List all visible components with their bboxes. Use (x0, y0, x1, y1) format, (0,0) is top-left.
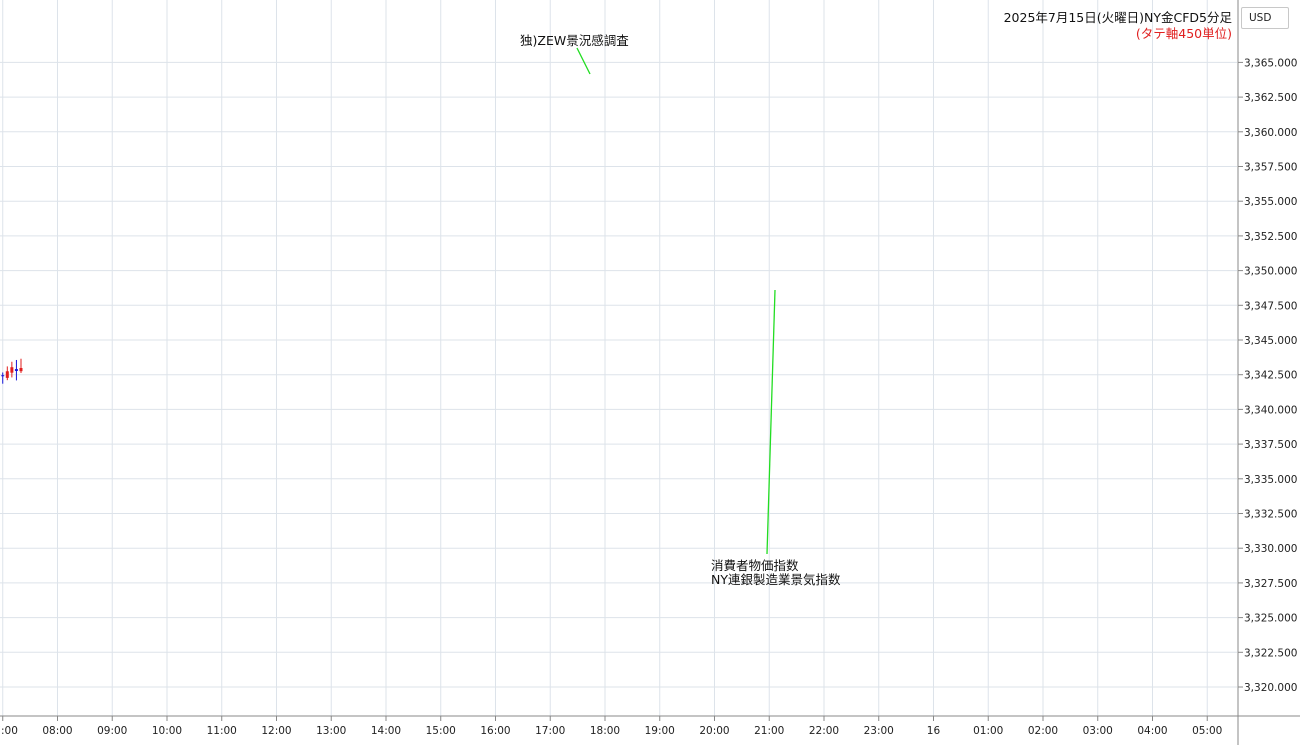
price-tick-label: 3,337.500 (1244, 439, 1297, 451)
chart-subtitle: (タテ軸450単位) (1136, 26, 1232, 41)
time-tick-label: 01:00 (973, 725, 1003, 737)
chart-title: 2025年7月15日(火曜日)NY金CFD5分足 (1004, 10, 1233, 25)
time-tick-label: 11:00 (207, 725, 237, 737)
price-tick-label: 3,342.500 (1244, 370, 1297, 382)
time-tick-label: 15:00 (426, 725, 456, 737)
cpi-annotation: 消費者物価指数 (711, 558, 799, 573)
price-tick-label: 3,335.000 (1244, 474, 1297, 486)
time-tick-label: 22:00 (809, 725, 839, 737)
candle (10, 361, 14, 378)
time-tick-label: 19:00 (645, 725, 675, 737)
candle (19, 358, 23, 374)
time-tick-label: 07:00 (0, 725, 18, 737)
time-axis-labels: 07:00 08:00 09:00 10:00 11:00 12:00 13:00 14:00… (0, 716, 1222, 737)
candle-body (5, 371, 9, 378)
price-tick-label: 3,325.000 (1244, 613, 1297, 625)
price-tick-label: 3,327.500 (1244, 578, 1297, 590)
price-tick-label: 3,332.500 (1244, 509, 1297, 521)
price-tick-label: 3,345.000 (1244, 335, 1297, 347)
time-tick-label: 20:00 (699, 725, 729, 737)
time-tick-label: 16 (927, 725, 941, 737)
time-tick-label: 21:00 (754, 725, 784, 737)
price-tick-label: 3,320.000 (1244, 682, 1297, 694)
annotation-leaders (576, 47, 776, 555)
price-tick-label: 3,357.500 (1244, 162, 1297, 174)
zew-leader-line (576, 47, 591, 75)
time-tick-label: 17:00 (535, 725, 565, 737)
candle (14, 359, 18, 381)
zew-annotation: 独)ZEW景況感調査 (520, 33, 629, 48)
candle (1, 372, 5, 384)
cpi-leader-line (766, 289, 776, 555)
time-tick-label: 14:00 (371, 725, 401, 737)
empire-annotation: NY連銀製造業景気指数 (711, 572, 841, 587)
time-tick-label: 18:00 (590, 725, 620, 737)
time-tick-label: 04:00 (1137, 725, 1167, 737)
time-tick-label: 03:00 (1083, 725, 1113, 737)
candle (5, 366, 9, 381)
price-axis-panel (1238, 0, 1300, 745)
time-tick-label: 02:00 (1028, 725, 1058, 737)
candle-body (19, 367, 23, 372)
candle-body (1, 375, 5, 377)
candle-body (10, 367, 14, 373)
time-tick-label: 09:00 (97, 725, 127, 737)
time-tick-label: 13:00 (316, 725, 346, 737)
price-tick-label: 3,347.500 (1244, 300, 1297, 312)
price-tick-label: 3,340.000 (1244, 404, 1297, 416)
price-tick-label: 3,362.500 (1244, 92, 1297, 104)
time-tick-label: 10:00 (152, 725, 182, 737)
price-tick-label: 3,355.000 (1244, 196, 1297, 208)
time-tick-label: 08:00 (42, 725, 72, 737)
gridlines (0, 0, 1237, 716)
price-tick-label: 3,330.000 (1244, 543, 1297, 555)
price-tick-label: 3,360.000 (1244, 127, 1297, 139)
candlesticks (1, 358, 23, 384)
price-tick-label: 3,350.000 (1244, 266, 1297, 278)
price-tick-label: 3,365.000 (1244, 57, 1297, 69)
currency-selector-button[interactable]: USD (1241, 7, 1289, 29)
time-tick-label: 23:00 (864, 725, 894, 737)
price-tick-label: 3,322.500 (1244, 647, 1297, 659)
time-tick-label: 16:00 (480, 725, 510, 737)
price-tick-label: 3,352.500 (1244, 231, 1297, 243)
price-axis-labels: 3,320.000 3,322.500 3,325.000 3,327.500 3,33… (1238, 57, 1297, 694)
candle-body (14, 369, 18, 371)
time-tick-label: 12:00 (261, 725, 291, 737)
time-tick-label: 05:00 (1192, 725, 1222, 737)
